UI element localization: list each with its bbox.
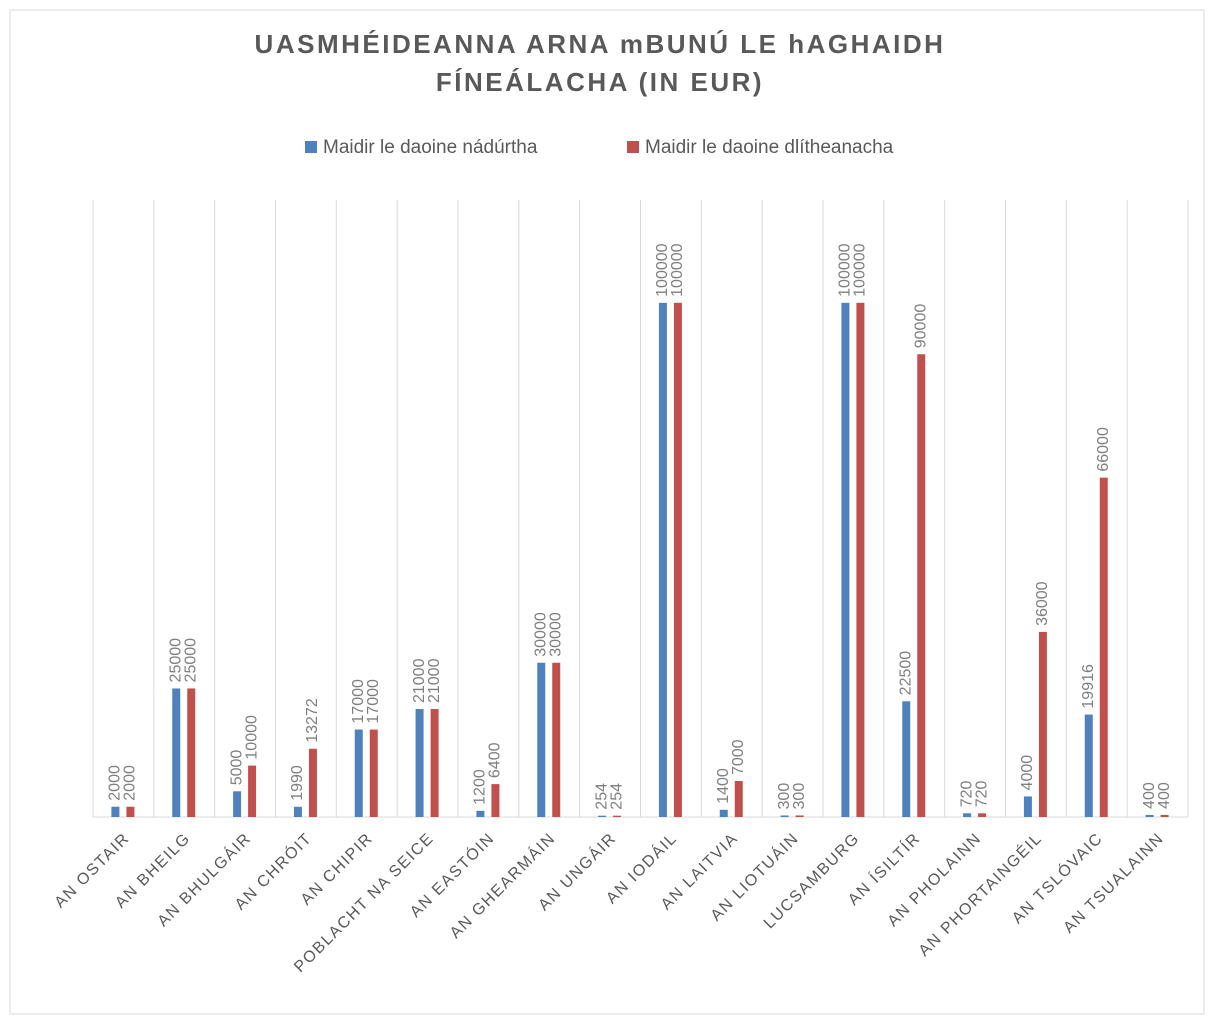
data-label: 25000: [182, 638, 199, 683]
chart-title: FÍNEÁLACHA (IN EUR): [436, 67, 764, 97]
bar: [734, 781, 743, 817]
data-label: 66000: [1095, 427, 1112, 472]
bar: [491, 784, 500, 817]
legend-label: Maidir le daoine nádúrtha: [323, 137, 538, 158]
bar: [613, 815, 622, 817]
bar: [1145, 814, 1154, 817]
data-label: 17000: [350, 679, 367, 724]
bar: [978, 813, 987, 817]
data-label: 13272: [304, 698, 321, 743]
data-label: 4000: [1019, 755, 1036, 791]
bar: [111, 806, 120, 817]
data-label: 1200: [472, 769, 489, 805]
data-label: 1400: [715, 768, 732, 804]
data-label: 100000: [669, 243, 686, 296]
data-label: 17000: [365, 679, 382, 724]
data-label: 19916: [1080, 664, 1097, 709]
bar: [415, 709, 424, 817]
bar: [369, 729, 378, 817]
data-label: 21000: [426, 658, 443, 703]
bar: [187, 688, 196, 817]
bar: [308, 748, 317, 817]
data-label: 254: [608, 783, 625, 810]
data-label: 100000: [852, 243, 869, 296]
bar: [1160, 814, 1169, 817]
legend-swatch: [305, 141, 317, 153]
bar: [795, 815, 804, 817]
chart-title: UASMHÉIDEANNA ARNA mBUNÚ LE hAGHAIDH: [255, 29, 946, 59]
data-label: 10000: [243, 715, 260, 760]
chart-border: [9, 9, 1205, 1015]
data-label: 400: [1156, 782, 1173, 809]
bar: [902, 701, 911, 817]
bar: [780, 815, 789, 817]
bar: [293, 806, 302, 817]
data-label: 25000: [167, 638, 184, 683]
data-label: 30000: [547, 612, 564, 657]
data-label: 22500: [897, 651, 914, 696]
data-label: 300: [776, 783, 793, 810]
bar: [963, 813, 972, 817]
data-label: 2000: [122, 765, 139, 801]
data-label: 400: [1141, 782, 1158, 809]
data-label: 30000: [532, 612, 549, 657]
data-label: 720: [973, 781, 990, 808]
bar: [658, 302, 667, 817]
bar: [673, 302, 682, 817]
bar: [172, 688, 181, 817]
data-label: 100000: [654, 243, 671, 296]
bar: [537, 662, 546, 817]
data-label: 100000: [837, 243, 854, 296]
bar: [1084, 714, 1093, 817]
data-label: 300: [791, 783, 808, 810]
bar: [430, 709, 439, 817]
data-label: 2000: [107, 765, 124, 801]
data-label: 90000: [912, 304, 929, 349]
bar: [1038, 631, 1047, 817]
data-label: 6400: [487, 742, 504, 778]
bar: [233, 791, 242, 817]
bar: [719, 809, 728, 817]
data-label: 254: [593, 783, 610, 810]
bar: [1023, 796, 1032, 817]
bar: [856, 302, 865, 817]
data-label: 36000: [1034, 581, 1051, 626]
bar: [248, 765, 257, 817]
bar: [476, 810, 485, 817]
bar: [841, 302, 850, 817]
bar: [917, 354, 926, 817]
bar: [126, 806, 135, 817]
data-label: 5000: [228, 750, 245, 786]
data-label: 7000: [730, 739, 747, 775]
bar: [598, 815, 607, 817]
data-label: 1990: [289, 765, 306, 801]
legend-swatch: [627, 141, 639, 153]
bar: [1099, 477, 1108, 817]
legend-label: Maidir le daoine dlítheanacha: [645, 137, 894, 158]
data-label: 720: [958, 781, 975, 808]
bar: [552, 662, 561, 817]
bar: [354, 729, 363, 817]
data-label: 21000: [411, 658, 428, 703]
